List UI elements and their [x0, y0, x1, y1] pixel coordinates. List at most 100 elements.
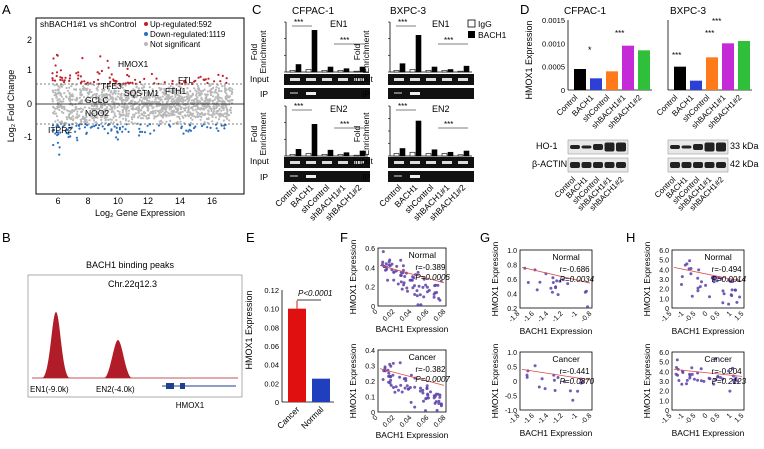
scatter-point [426, 392, 430, 396]
volcano-point [180, 126, 183, 130]
scatter-point [400, 287, 404, 291]
bar-normal [312, 378, 330, 402]
volcano-point [75, 105, 78, 109]
volcano-point [104, 116, 107, 119]
volcano-point [86, 121, 89, 124]
volcano-point [96, 71, 99, 74]
volcano-point [187, 111, 190, 114]
volcano-point [115, 86, 118, 89]
scatter-point [427, 288, 431, 292]
scatter-point [561, 278, 565, 282]
volcano-point [66, 128, 69, 131]
expression-bar [622, 45, 634, 90]
p-value: P<0.0001 [298, 289, 332, 298]
volcano-point [149, 94, 152, 97]
volcano-point [158, 120, 161, 123]
volcano-point [54, 120, 57, 123]
volcano-point [52, 143, 55, 147]
volcano-point [156, 95, 159, 99]
volcano-point [53, 84, 56, 87]
volcano-point [106, 116, 109, 119]
volcano-point [217, 73, 220, 76]
x-tick: -1 [570, 412, 579, 421]
volcano-point [98, 94, 101, 97]
volcano-point [217, 87, 220, 90]
regression-line [673, 267, 743, 282]
scatter-point [392, 386, 395, 389]
volcano-point [157, 114, 160, 117]
x-tick: 0.5 [710, 412, 722, 424]
x-category: Normal [299, 404, 326, 431]
volcano-point [72, 95, 75, 98]
scatter-point [526, 281, 530, 284]
volcano-point [163, 98, 167, 101]
scatter-point [422, 277, 426, 281]
volcano-point [103, 127, 106, 131]
volcano-point [180, 97, 183, 100]
volcano-point [67, 110, 70, 113]
scatter-point [675, 366, 678, 369]
scatter-frame [671, 351, 745, 411]
y-tick: 0 [27, 99, 32, 109]
volcano-point [215, 91, 218, 94]
y-tick: 0.10 [264, 305, 279, 314]
x-tick: 0.04 [399, 414, 414, 429]
volcano-point [187, 130, 190, 133]
volcano-point [98, 109, 101, 112]
volcano-point [98, 72, 101, 75]
volcano-point [54, 91, 57, 94]
volcano-point [206, 101, 209, 104]
gel-band [394, 175, 402, 177]
y-label: Fold [249, 43, 259, 60]
volcano-point [164, 109, 167, 113]
scatter-point [554, 285, 558, 289]
volcano-point [177, 100, 181, 103]
volcano-point [59, 76, 62, 79]
volcano-point [54, 112, 58, 115]
volcano-point [192, 127, 196, 130]
volcano-point [96, 105, 99, 108]
panel-label-h: H [626, 230, 635, 245]
volcano-point [138, 89, 141, 93]
volcano-point [169, 85, 172, 88]
volcano-point [77, 77, 80, 80]
volcano-point [180, 106, 183, 109]
x-tick: 0.06 [416, 308, 431, 323]
scatter-point [721, 377, 725, 381]
volcano-point [189, 129, 193, 132]
gel-band [394, 161, 404, 164]
volcano-point [100, 69, 103, 73]
volcano-point [104, 118, 107, 121]
volcano-point [177, 96, 180, 99]
volcano-point [212, 99, 215, 102]
volcano-point [130, 107, 133, 110]
scatter-point [558, 279, 562, 283]
volcano-point [113, 104, 116, 107]
volcano-point [226, 111, 229, 115]
volcano-point [71, 93, 74, 96]
volcano-point [100, 118, 103, 121]
volcano-point [168, 114, 171, 117]
volcano-point [51, 72, 54, 75]
volcano-point [75, 136, 78, 139]
volcano-point [176, 115, 179, 118]
volcano-point [101, 125, 104, 128]
scatter-point [386, 278, 390, 282]
gel-band [290, 161, 300, 164]
y-tick: -1 [24, 132, 32, 142]
scatter-point [402, 281, 406, 285]
ip-label: IP [362, 172, 370, 182]
scatter-point [432, 295, 436, 299]
x-tick: 0 [372, 308, 380, 316]
p-value: P=0.0870 [560, 377, 595, 386]
volcano-point [93, 125, 96, 128]
volcano-point [135, 106, 138, 109]
volcano-point [120, 100, 124, 103]
volcano-point [70, 85, 73, 88]
volcano-point [112, 91, 115, 95]
scatter-point [696, 286, 700, 290]
gel-band [306, 78, 316, 81]
volcano-point [95, 92, 98, 96]
volcano-point [110, 90, 113, 93]
volcano-point [127, 120, 130, 123]
